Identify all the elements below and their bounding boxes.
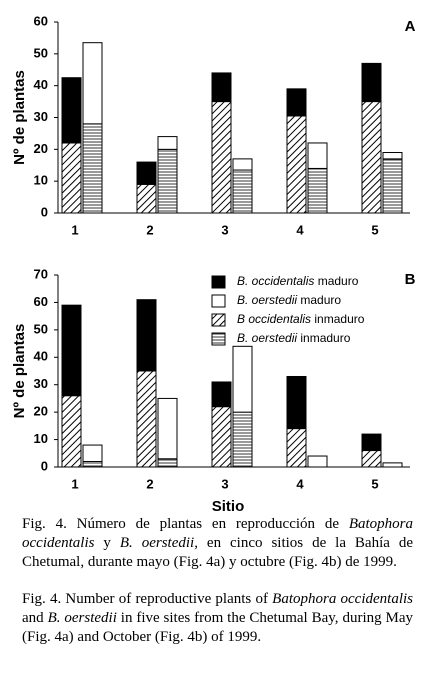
bar	[211, 406, 232, 468]
bar	[232, 411, 253, 468]
y-tick-label: 60	[34, 13, 48, 28]
y-tick-label: 40	[34, 349, 48, 364]
caption-text: , en cinco sitios de la Bahía de Chetuma…	[22, 535, 414, 570]
bar	[211, 101, 232, 214]
caption-text: B. oerstedii	[119, 535, 195, 551]
y-axis-title: Nº de plantas	[11, 324, 28, 419]
bar	[82, 444, 103, 463]
y-tick-label: 20	[34, 141, 48, 156]
caption-text: Fig. 4. Number of reproductive plants of	[22, 591, 273, 607]
y-tick-label: 50	[34, 45, 48, 60]
x-tick-label: 4	[296, 476, 304, 491]
y-tick-label: 70	[34, 266, 48, 281]
legend-entry: B. oerstedii inmaduro	[237, 331, 351, 345]
bar	[82, 42, 103, 125]
bar	[211, 381, 232, 408]
legend-entry: B occidentalis inmaduro	[237, 312, 365, 326]
y-tick-label: 60	[34, 294, 48, 309]
legend-entry: B. oerstedii maduro	[237, 293, 341, 307]
legend-entry: B. occidentalis maduro	[237, 274, 359, 288]
x-tick-label: 2	[146, 476, 153, 491]
bar	[286, 88, 307, 117]
x-tick-label: 3	[221, 476, 228, 491]
caption-text: B. oerstedii	[47, 610, 117, 626]
y-tick-label: 40	[34, 77, 48, 92]
x-tick-label: 3	[221, 222, 228, 237]
bar	[157, 136, 178, 150]
bar	[307, 142, 328, 169]
legend-swatch	[211, 294, 226, 308]
y-tick-label: 0	[41, 458, 48, 473]
captions: Fig. 4. Número de plantas en reproducció…	[0, 515, 439, 665]
bar	[361, 101, 382, 214]
bar	[286, 115, 307, 214]
bar	[82, 461, 103, 468]
bar	[232, 345, 253, 413]
y-tick-label: 30	[34, 376, 48, 391]
x-axis-title: Sitio	[212, 498, 245, 515]
legend-swatch	[211, 313, 226, 327]
bar	[361, 62, 382, 103]
bar	[157, 458, 178, 468]
panel-label: B	[405, 271, 416, 288]
bar	[157, 397, 178, 460]
bar	[136, 183, 157, 214]
y-axis-title: Nº de plantas	[11, 70, 28, 165]
caption-text: Fig. 4. Número de plantas en reproducció…	[22, 516, 349, 532]
x-tick-label: 5	[371, 476, 378, 491]
caption-text: Batophora occidentalis	[22, 516, 413, 551]
bar	[286, 375, 307, 430]
bar	[307, 455, 328, 468]
y-tick-label: 30	[34, 109, 48, 124]
caption-text: y	[94, 535, 120, 551]
bar	[136, 299, 157, 372]
y-tick-label: 10	[34, 173, 48, 188]
bar	[307, 167, 328, 214]
y-tick-label: 20	[34, 404, 48, 419]
x-tick-label: 5	[371, 222, 378, 237]
caption: Fig. 4. Número de plantas en reproducció…	[22, 515, 413, 572]
bar	[382, 158, 403, 214]
bar	[286, 428, 307, 468]
y-tick-label: 0	[41, 204, 48, 219]
bar	[61, 395, 82, 468]
y-tick-label: 50	[34, 321, 48, 336]
caption-text: Batophora occidentalis	[272, 591, 413, 607]
bar	[361, 433, 382, 452]
bar	[157, 148, 178, 214]
bar	[232, 158, 253, 171]
bar	[61, 77, 82, 144]
bar	[82, 123, 103, 214]
caption-text: in five sites from the Chetumal Bay, dur…	[22, 610, 413, 645]
bar	[382, 152, 403, 160]
legend-swatch	[211, 332, 226, 346]
bar	[136, 370, 157, 468]
legend-swatch	[211, 275, 226, 289]
x-tick-label: 1	[71, 222, 78, 237]
x-tick-label: 1	[71, 476, 78, 491]
caption-text: and	[22, 610, 48, 626]
bar	[61, 142, 82, 214]
bar	[382, 462, 403, 468]
x-tick-label: 4	[296, 222, 304, 237]
bar	[211, 72, 232, 103]
panel-label: A	[405, 18, 416, 35]
y-tick-label: 10	[34, 431, 48, 446]
x-tick-label: 2	[146, 222, 153, 237]
bar	[232, 169, 253, 214]
bar	[136, 161, 157, 185]
caption: Fig. 4. Number of reproductive plants of…	[22, 590, 413, 647]
bar	[61, 304, 82, 397]
bar	[361, 450, 382, 468]
